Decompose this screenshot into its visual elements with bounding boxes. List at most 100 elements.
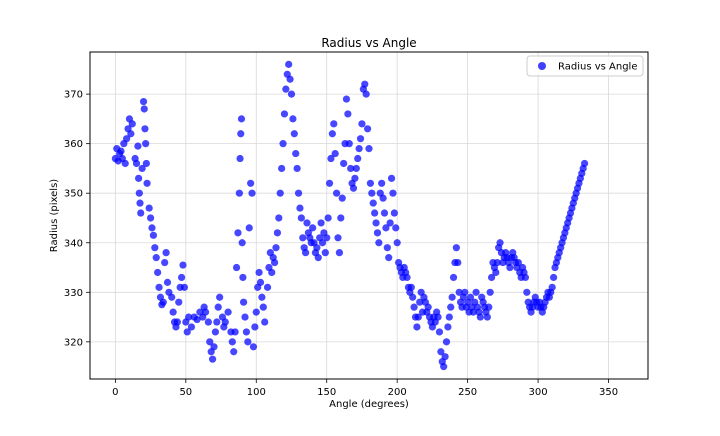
data-point — [325, 179, 334, 187]
data-point — [487, 273, 496, 282]
x-tick-label: 350 — [599, 387, 618, 398]
data-point — [382, 224, 390, 232]
data-point — [287, 90, 296, 98]
data-point — [369, 199, 377, 207]
data-point — [514, 258, 522, 267]
y-tick-label: 340 — [64, 238, 83, 249]
data-point — [318, 239, 327, 247]
plot-area — [90, 52, 648, 379]
data-point — [142, 159, 150, 168]
data-point — [476, 313, 484, 321]
data-point — [410, 303, 418, 311]
data-point — [365, 145, 373, 153]
data-point — [486, 288, 494, 296]
data-point — [187, 323, 196, 331]
data-point — [142, 140, 150, 148]
data-point — [330, 120, 338, 128]
data-point — [368, 189, 376, 197]
data-points — [111, 60, 589, 371]
data-point — [366, 179, 375, 187]
data-point — [492, 268, 500, 277]
data-point — [352, 164, 360, 173]
data-point — [127, 130, 135, 138]
data-point — [521, 273, 530, 282]
data-point — [403, 273, 411, 282]
data-point — [214, 303, 222, 311]
data-point — [445, 313, 453, 321]
data-point — [363, 125, 372, 133]
data-point — [416, 298, 424, 306]
data-point — [135, 174, 143, 182]
x-tick-label: 100 — [247, 387, 266, 398]
data-point — [169, 308, 177, 316]
data-point — [259, 303, 267, 311]
data-point — [345, 140, 353, 148]
data-point — [206, 338, 214, 346]
data-point — [180, 283, 189, 291]
data-point — [216, 293, 224, 301]
data-point — [354, 154, 362, 163]
data-point — [280, 110, 289, 118]
data-point — [239, 298, 248, 306]
data-point — [349, 184, 358, 192]
data-point — [454, 258, 462, 267]
data-point — [496, 239, 504, 247]
data-point — [237, 130, 245, 138]
data-point — [245, 224, 253, 232]
data-point — [327, 154, 335, 163]
data-point — [548, 283, 556, 291]
data-point — [151, 244, 159, 252]
data-point — [447, 303, 455, 311]
data-point — [238, 239, 246, 247]
data-point — [356, 135, 365, 143]
data-point — [373, 229, 382, 237]
data-point — [409, 293, 417, 301]
data-point — [314, 254, 322, 262]
data-point — [437, 348, 445, 356]
plot-frame — [89, 51, 649, 380]
data-point — [344, 110, 352, 118]
data-point — [272, 244, 280, 252]
data-point — [355, 145, 363, 153]
data-point — [407, 283, 415, 291]
data-point — [138, 164, 146, 173]
legend-box — [526, 55, 644, 77]
data-point — [342, 95, 351, 103]
data-point — [276, 189, 284, 197]
data-point — [275, 214, 283, 222]
data-point — [380, 209, 389, 217]
x-tick-label: 250 — [458, 387, 477, 398]
data-point — [449, 273, 458, 282]
data-point — [149, 231, 158, 239]
data-point — [472, 288, 480, 296]
data-point — [292, 149, 300, 158]
data-point — [278, 164, 286, 173]
data-point — [159, 298, 167, 306]
data-point — [317, 219, 325, 227]
data-point — [523, 288, 531, 296]
data-point — [148, 224, 156, 232]
data-point — [303, 219, 311, 227]
data-point — [362, 90, 370, 98]
data-point — [161, 258, 169, 267]
y-tick-label: 330 — [64, 288, 83, 299]
data-point — [252, 308, 260, 316]
data-point — [237, 115, 246, 123]
data-point — [483, 313, 491, 321]
data-point — [387, 174, 396, 182]
data-point — [441, 353, 449, 361]
data-point — [448, 293, 456, 301]
data-point — [386, 219, 394, 227]
data-point — [337, 214, 345, 222]
data-point — [413, 323, 421, 331]
data-point — [461, 288, 469, 296]
data-point — [145, 204, 153, 212]
data-point — [137, 209, 145, 217]
data-point — [244, 338, 252, 346]
data-point — [179, 261, 187, 269]
x-axis-label: Angle (degrees) — [329, 399, 409, 410]
data-point — [241, 313, 249, 321]
data-point — [286, 75, 294, 83]
